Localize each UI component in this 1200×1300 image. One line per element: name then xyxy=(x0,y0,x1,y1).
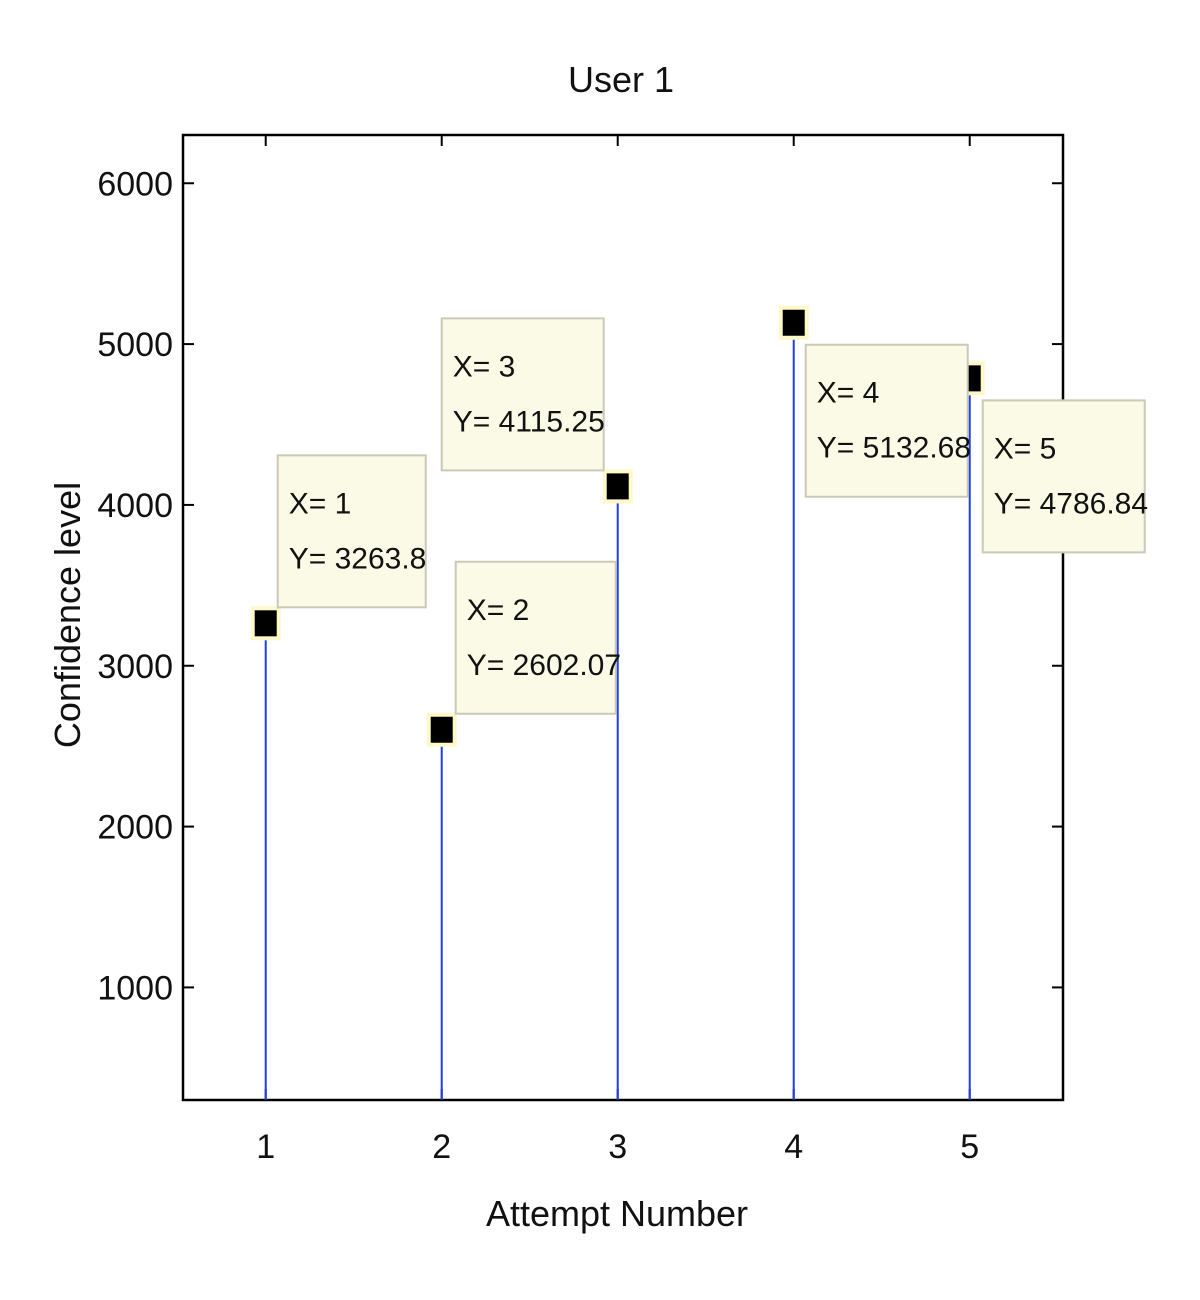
datatip-y-label: Y= 4786.84 xyxy=(994,487,1148,520)
y-tick-label: 2000 xyxy=(97,809,173,847)
stem-series xyxy=(250,305,985,1100)
datatip-y-label: Y= 4115.25 xyxy=(453,405,605,438)
x-tick-label: 1 xyxy=(256,1128,275,1166)
stem-marker xyxy=(430,716,453,743)
x-tick-label: 5 xyxy=(960,1128,979,1166)
y-tick-label: 5000 xyxy=(97,326,173,364)
axis-ticks: 1 2 3 4 5 1000 2000 3000 4000 5000 6000 xyxy=(97,135,1063,1166)
y-tick-label: 3000 xyxy=(97,648,173,686)
datatip-box xyxy=(440,317,605,472)
datatip-y-label: Y= 3263.8 xyxy=(289,542,427,575)
chart-title: User 1 xyxy=(568,59,674,100)
y-axis-title: Confidence level xyxy=(47,482,88,748)
stem-marker xyxy=(606,473,629,500)
x-axis-title: Attempt Number xyxy=(486,1193,748,1234)
datatip-x-label: X= 1 xyxy=(289,487,352,520)
datatip-y-label: Y= 5132.68 xyxy=(817,432,971,465)
datatip-x-label: X= 4 xyxy=(817,377,880,410)
datatip-x-label: X= 2 xyxy=(467,594,530,627)
x-tick-label: 3 xyxy=(608,1128,627,1166)
x-tick-label: 4 xyxy=(784,1128,803,1166)
datatip-box xyxy=(981,399,1146,554)
datatip-x-label: X= 3 xyxy=(453,350,516,383)
datatip-box xyxy=(454,560,617,715)
x-tick-label: 2 xyxy=(432,1128,451,1166)
datatip-box xyxy=(276,454,427,609)
stem-marker xyxy=(782,309,805,336)
y-tick-label: 6000 xyxy=(97,165,173,203)
datatips: X= 1 Y= 3263.8 X= 2 Y= 2602.07 X= 3 Y= 4115.2… xyxy=(276,317,1148,715)
datatip-y-label: Y= 2602.07 xyxy=(467,649,621,682)
y-tick-label: 4000 xyxy=(97,487,173,525)
plot-area xyxy=(181,133,1065,1102)
datatip-box xyxy=(804,343,969,498)
datatip-x-label: X= 5 xyxy=(994,432,1057,465)
stem-marker xyxy=(254,610,277,637)
y-tick-label: 1000 xyxy=(97,969,173,1007)
